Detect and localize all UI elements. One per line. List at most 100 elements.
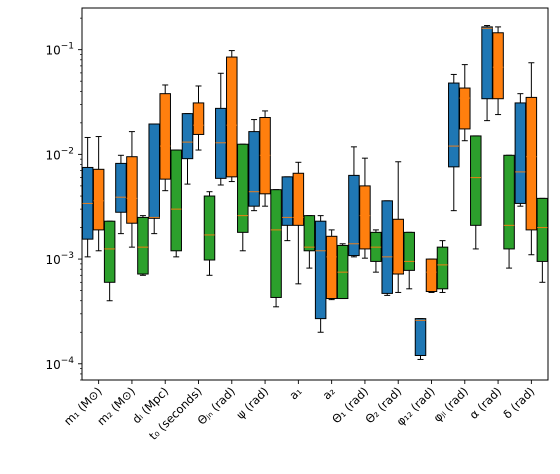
x-tick-label: a₂	[320, 384, 338, 402]
box-body	[448, 82, 460, 168]
y-tick-label: 10−2	[45, 146, 74, 162]
box-s1-1	[81, 136, 94, 258]
box-s2-11	[425, 258, 438, 293]
box-s2-13	[492, 26, 504, 116]
y-tick-exponent: −2	[61, 146, 74, 156]
box-body	[126, 156, 138, 224]
box-body	[103, 220, 116, 283]
box-body	[536, 197, 549, 262]
box-body	[248, 131, 260, 207]
y-tick-base: 10	[45, 358, 60, 372]
box-body	[359, 185, 371, 250]
box-body	[303, 215, 316, 252]
box-s1-9	[348, 146, 360, 258]
box-body	[381, 200, 393, 294]
box-s2-1	[92, 136, 105, 252]
box-body	[292, 172, 305, 226]
plot-frame	[81, 7, 549, 381]
y-tick-exponent: −4	[61, 356, 75, 366]
box-body	[181, 113, 194, 160]
box-body	[525, 96, 538, 231]
box-s3-6	[270, 189, 282, 308]
box-body	[481, 26, 493, 100]
box-s1-8	[314, 215, 327, 333]
box-body	[514, 102, 527, 204]
box-body	[403, 231, 415, 271]
box-s2-4	[192, 85, 205, 151]
y-axis: 10−410−310−210−1	[45, 17, 82, 381]
box-s1-2	[115, 154, 127, 235]
y-tick-exponent: −1	[61, 42, 74, 52]
box-body	[281, 176, 294, 226]
box-s3-7	[303, 215, 316, 269]
box-s1-11	[414, 318, 427, 360]
box-body	[226, 56, 238, 178]
y-tick-base: 10	[45, 44, 60, 58]
box-s2-12	[459, 64, 471, 142]
box-body	[459, 87, 471, 130]
box-body	[215, 107, 227, 179]
x-tick-label: δ (rad)	[500, 384, 537, 421]
box-body	[159, 93, 171, 180]
box-body	[115, 162, 127, 213]
box-body	[492, 32, 504, 100]
box-s1-10	[381, 200, 393, 296]
box-s1-14	[514, 93, 527, 207]
box-body	[503, 154, 515, 250]
box-s1-3	[148, 123, 160, 235]
box-s3-4	[203, 191, 216, 276]
x-tick-label: φⱼₗ (rad)	[430, 384, 470, 424]
box-s1-12	[448, 73, 460, 212]
box-s1-7	[281, 176, 294, 242]
x-tick-label: α (rad)	[467, 384, 505, 422]
x-tick-label: a₁	[286, 384, 304, 402]
box-body	[192, 102, 205, 135]
box-s3-2	[137, 215, 149, 276]
box-s2-5	[226, 50, 238, 183]
box-body	[203, 195, 216, 261]
x-tick-label: ψ (rad)	[234, 384, 272, 422]
box-body	[137, 216, 149, 275]
box-s3-3	[170, 149, 182, 258]
y-tick-base: 10	[45, 148, 60, 162]
box-body	[425, 258, 438, 293]
box-body	[237, 143, 249, 233]
box-body	[414, 318, 427, 356]
box-s3-8	[336, 243, 349, 300]
box-s2-10	[392, 161, 404, 293]
boxes-layer	[81, 25, 549, 360]
box-body	[314, 220, 327, 320]
y-tick-exponent: −3	[61, 251, 74, 261]
box-s2-7	[292, 161, 305, 285]
y-tick-label: 10−4	[45, 356, 74, 372]
box-s3-1	[103, 220, 116, 302]
x-axis: m₁ (M⊙)m₂ (M⊙)dₗ (Mpc)t₀ (seconds)Θⱼₙ (r…	[61, 380, 537, 443]
box-s1-4	[181, 113, 194, 185]
box-s3-9	[370, 229, 382, 273]
box-s3-5	[237, 143, 249, 252]
box-body	[270, 189, 282, 298]
box-s2-8	[325, 229, 338, 301]
box-s2-6	[259, 110, 271, 207]
box-s2-3	[159, 84, 171, 192]
box-body	[392, 218, 404, 275]
y-tick-label: 10−1	[45, 42, 74, 58]
box-s3-10	[403, 231, 415, 290]
box-s1-5	[215, 72, 227, 186]
box-s2-14	[525, 62, 538, 256]
box-body	[170, 149, 182, 252]
box-s2-2	[126, 131, 138, 248]
box-body	[436, 246, 449, 290]
box-s3-13	[503, 154, 515, 269]
box-s1-13	[481, 25, 493, 122]
box-body	[470, 135, 482, 226]
box-s1-6	[248, 119, 260, 212]
box-s3-12	[470, 135, 482, 250]
box-s3-14	[536, 197, 549, 283]
box-body	[325, 235, 338, 300]
y-tick-label: 10−3	[45, 251, 74, 267]
y-tick-base: 10	[45, 253, 60, 267]
box-body	[92, 168, 105, 231]
